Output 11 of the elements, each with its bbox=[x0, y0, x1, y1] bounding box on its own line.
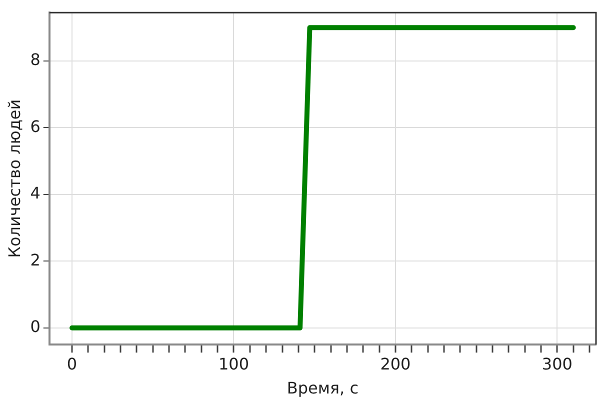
y-axis-title: Количество людей bbox=[4, 99, 24, 258]
y-tick-label: 0 bbox=[30, 317, 40, 336]
y-tick-label: 2 bbox=[30, 250, 40, 270]
y-tick-label: 4 bbox=[30, 184, 40, 203]
y-tick-label: 6 bbox=[30, 116, 40, 136]
y-tick-label: 8 bbox=[30, 50, 40, 70]
x-tick-label: 100 bbox=[218, 354, 250, 374]
x-tick-label: 300 bbox=[542, 354, 572, 374]
x-axis-title: Время, с bbox=[286, 378, 359, 398]
x-tick-label: 200 bbox=[380, 354, 411, 374]
x-tick-label: 0 bbox=[66, 354, 78, 374]
